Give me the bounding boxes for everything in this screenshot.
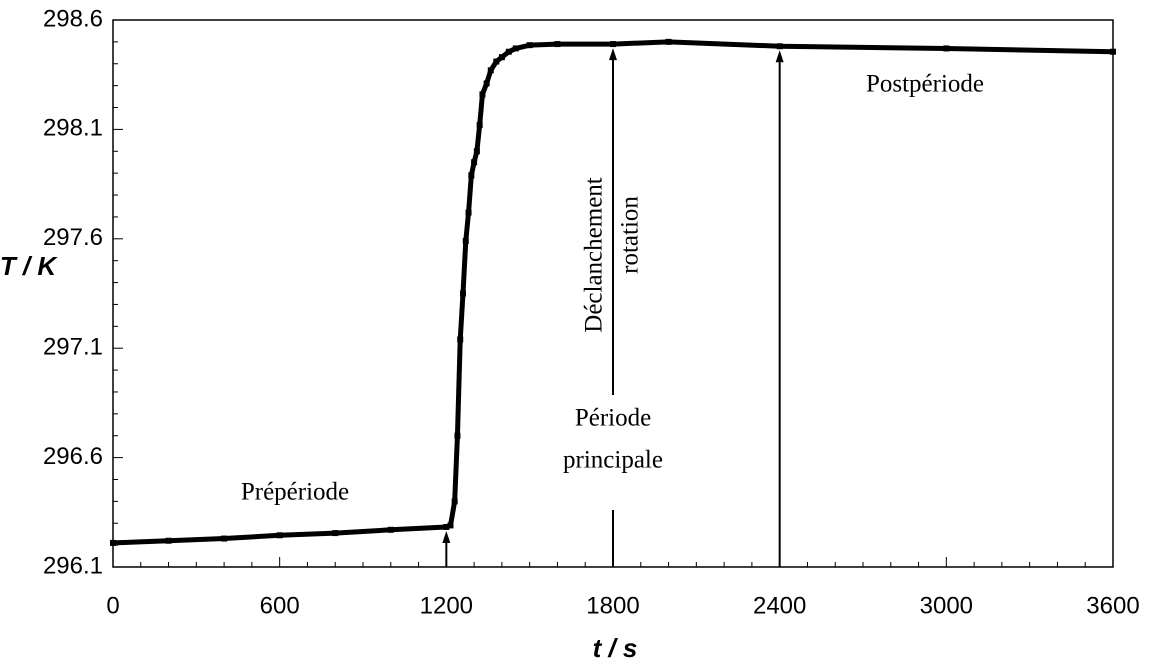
data-point [462,237,469,244]
y-tick-label: 298.1 [43,115,103,142]
data-point [387,526,394,533]
x-tick-label: 1800 [586,592,639,619]
y-tick-label: 297.1 [43,334,103,361]
data-point [454,432,461,439]
data-point [512,45,519,52]
data-line [112,39,1114,546]
label-background [555,395,671,510]
label-background [582,130,610,390]
annotation: rotation [617,196,644,274]
data-point [465,209,472,216]
plot [110,19,1116,568]
x-tick-label: 1200 [420,592,473,619]
data-point [483,80,490,87]
x-tick-label: 3600 [1086,592,1139,619]
x-tick-label: 600 [260,592,300,619]
y-tick-label: 296.6 [43,443,103,470]
data-point [276,532,283,539]
data-point [443,523,450,530]
data-point [332,530,339,537]
data-point [457,336,464,343]
x-tick-label: 0 [106,592,119,619]
y-tick-label: 298.6 [43,5,103,32]
y-axis-label: T / K [0,251,58,281]
data-point [479,91,486,98]
annotation: Prépériode [241,479,349,506]
data-point [526,42,533,49]
x-tick-label: 3000 [920,592,973,619]
data-point [610,41,616,48]
annotation: Déclanchement [581,177,608,333]
data-point [473,148,480,155]
data-point [776,43,783,50]
data-point [1110,48,1116,55]
label-background [618,170,646,310]
arrow-head [775,50,784,63]
annotation: principale [563,447,663,474]
data-point [110,539,116,546]
data-point [471,159,478,166]
arrow-head [442,530,451,543]
annotation: Postpériode [866,71,984,98]
data-point [221,535,228,542]
y-tick-label: 296.1 [43,552,103,579]
data-point [554,41,561,48]
data-point [447,522,454,529]
data-point [460,290,466,297]
arrow-head [609,48,617,61]
y-tick-label: 297.6 [43,224,103,251]
data-point [468,172,475,179]
x-axis-label: t / s [593,633,638,663]
data-point [487,67,494,74]
data-point [505,48,512,55]
data-point [165,537,172,544]
data-point [498,54,505,61]
x-tick-label: 2400 [753,592,806,619]
data-point [476,122,483,129]
data-point [665,38,672,45]
annotation: Période [575,405,651,432]
data-point [451,498,458,505]
data-point [943,45,950,52]
data-point [493,58,500,65]
